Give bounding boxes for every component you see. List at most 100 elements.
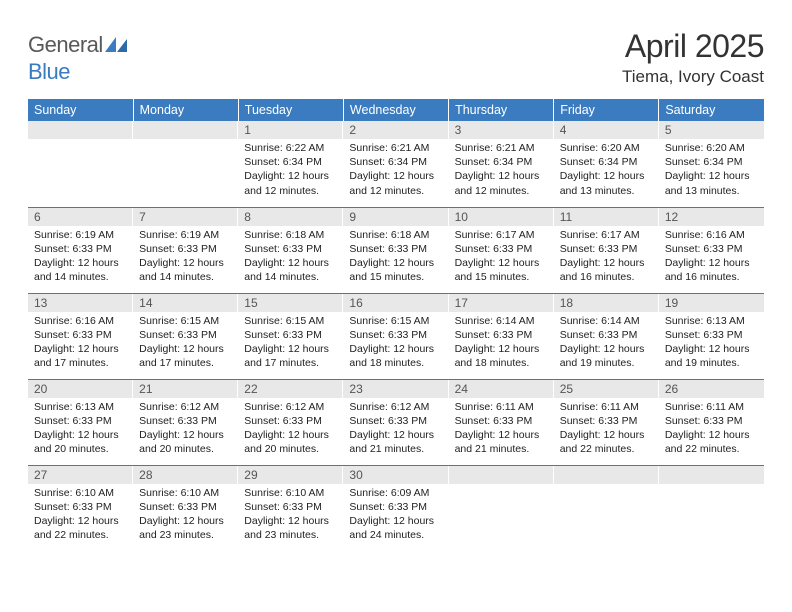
daylight-text: Daylight: 12 hours and 12 minutes.	[455, 169, 548, 197]
calendar-header-row: SundayMondayTuesdayWednesdayThursdayFrid…	[28, 99, 764, 121]
sunrise-text: Sunrise: 6:11 AM	[665, 400, 758, 414]
day-number: 5	[659, 121, 764, 139]
daylight-text: Daylight: 12 hours and 16 minutes.	[665, 256, 758, 284]
sunset-text: Sunset: 6:34 PM	[560, 155, 653, 169]
day-number: 3	[449, 121, 554, 139]
weekday-header: Thursday	[449, 99, 554, 121]
calendar-day-cell: 13Sunrise: 6:16 AMSunset: 6:33 PMDayligh…	[28, 293, 133, 379]
day-number: 24	[449, 380, 554, 398]
day-details: Sunrise: 6:14 AMSunset: 6:33 PMDaylight:…	[449, 312, 554, 375]
day-number: .	[554, 466, 659, 484]
day-number: 19	[659, 294, 764, 312]
calendar-week-row: 27Sunrise: 6:10 AMSunset: 6:33 PMDayligh…	[28, 465, 764, 551]
day-number: 28	[133, 466, 238, 484]
sunrise-text: Sunrise: 6:12 AM	[139, 400, 232, 414]
sunrise-text: Sunrise: 6:20 AM	[665, 141, 758, 155]
daylight-text: Daylight: 12 hours and 21 minutes.	[455, 428, 548, 456]
sunrise-text: Sunrise: 6:09 AM	[349, 486, 442, 500]
day-details: Sunrise: 6:15 AMSunset: 6:33 PMDaylight:…	[133, 312, 238, 375]
sunset-text: Sunset: 6:33 PM	[455, 414, 548, 428]
day-details: Sunrise: 6:20 AMSunset: 6:34 PMDaylight:…	[659, 139, 764, 202]
sunset-text: Sunset: 6:33 PM	[560, 328, 653, 342]
calendar-day-cell: 2Sunrise: 6:21 AMSunset: 6:34 PMDaylight…	[343, 121, 448, 207]
calendar-day-cell: 1Sunrise: 6:22 AMSunset: 6:34 PMDaylight…	[238, 121, 343, 207]
sunset-text: Sunset: 6:33 PM	[665, 328, 758, 342]
sunrise-text: Sunrise: 6:17 AM	[560, 228, 653, 242]
daylight-text: Daylight: 12 hours and 23 minutes.	[139, 514, 232, 542]
document-page: GeneralBlue April 2025 Tiema, Ivory Coas…	[0, 0, 792, 561]
sunrise-text: Sunrise: 6:11 AM	[560, 400, 653, 414]
daylight-text: Daylight: 12 hours and 12 minutes.	[244, 169, 337, 197]
brand-text: GeneralBlue	[28, 32, 127, 85]
day-number: 14	[133, 294, 238, 312]
sunset-text: Sunset: 6:33 PM	[665, 414, 758, 428]
sunset-text: Sunset: 6:34 PM	[455, 155, 548, 169]
sunrise-text: Sunrise: 6:13 AM	[665, 314, 758, 328]
day-details: Sunrise: 6:15 AMSunset: 6:33 PMDaylight:…	[343, 312, 448, 375]
sunset-text: Sunset: 6:33 PM	[349, 500, 442, 514]
weekday-header: Sunday	[28, 99, 133, 121]
day-details: Sunrise: 6:13 AMSunset: 6:33 PMDaylight:…	[659, 312, 764, 375]
daylight-text: Daylight: 12 hours and 24 minutes.	[349, 514, 442, 542]
daylight-text: Daylight: 12 hours and 20 minutes.	[139, 428, 232, 456]
sunrise-text: Sunrise: 6:16 AM	[665, 228, 758, 242]
sunset-text: Sunset: 6:33 PM	[139, 414, 232, 428]
sunrise-text: Sunrise: 6:10 AM	[139, 486, 232, 500]
calendar-day-cell: 29Sunrise: 6:10 AMSunset: 6:33 PMDayligh…	[238, 465, 343, 551]
daylight-text: Daylight: 12 hours and 17 minutes.	[244, 342, 337, 370]
sunset-text: Sunset: 6:33 PM	[349, 242, 442, 256]
day-number: 10	[449, 208, 554, 226]
day-number: .	[659, 466, 764, 484]
day-number: 12	[659, 208, 764, 226]
calendar-day-cell: 21Sunrise: 6:12 AMSunset: 6:33 PMDayligh…	[133, 379, 238, 465]
sunset-text: Sunset: 6:33 PM	[349, 328, 442, 342]
daylight-text: Daylight: 12 hours and 13 minutes.	[560, 169, 653, 197]
sunset-text: Sunset: 6:33 PM	[244, 242, 337, 256]
day-details: Sunrise: 6:17 AMSunset: 6:33 PMDaylight:…	[449, 226, 554, 289]
day-number: 9	[343, 208, 448, 226]
sunrise-text: Sunrise: 6:21 AM	[455, 141, 548, 155]
sunrise-text: Sunrise: 6:10 AM	[34, 486, 127, 500]
day-details: Sunrise: 6:19 AMSunset: 6:33 PMDaylight:…	[28, 226, 133, 289]
day-number: 4	[554, 121, 659, 139]
calendar-day-cell: 17Sunrise: 6:14 AMSunset: 6:33 PMDayligh…	[449, 293, 554, 379]
day-details: Sunrise: 6:22 AMSunset: 6:34 PMDaylight:…	[238, 139, 343, 202]
day-number: 18	[554, 294, 659, 312]
sunset-text: Sunset: 6:33 PM	[244, 328, 337, 342]
calendar-day-cell: 12Sunrise: 6:16 AMSunset: 6:33 PMDayligh…	[659, 207, 764, 293]
day-details: Sunrise: 6:16 AMSunset: 6:33 PMDaylight:…	[659, 226, 764, 289]
day-number: 22	[238, 380, 343, 398]
daylight-text: Daylight: 12 hours and 15 minutes.	[349, 256, 442, 284]
day-number: 25	[554, 380, 659, 398]
sunset-text: Sunset: 6:33 PM	[139, 500, 232, 514]
calendar-day-cell: .	[28, 121, 133, 207]
sunrise-text: Sunrise: 6:10 AM	[244, 486, 337, 500]
calendar-day-cell: .	[554, 465, 659, 551]
sunrise-text: Sunrise: 6:14 AM	[560, 314, 653, 328]
day-number: 16	[343, 294, 448, 312]
daylight-text: Daylight: 12 hours and 21 minutes.	[349, 428, 442, 456]
title-block: April 2025 Tiema, Ivory Coast	[622, 28, 764, 87]
day-details: Sunrise: 6:14 AMSunset: 6:33 PMDaylight:…	[554, 312, 659, 375]
sunrise-text: Sunrise: 6:18 AM	[349, 228, 442, 242]
day-details: Sunrise: 6:11 AMSunset: 6:33 PMDaylight:…	[659, 398, 764, 461]
sunset-text: Sunset: 6:33 PM	[455, 242, 548, 256]
sunrise-text: Sunrise: 6:21 AM	[349, 141, 442, 155]
brand-part1: General	[28, 32, 103, 57]
day-number: .	[133, 121, 238, 139]
day-details: Sunrise: 6:18 AMSunset: 6:33 PMDaylight:…	[238, 226, 343, 289]
sunset-text: Sunset: 6:33 PM	[34, 242, 127, 256]
daylight-text: Daylight: 12 hours and 14 minutes.	[34, 256, 127, 284]
day-details: Sunrise: 6:12 AMSunset: 6:33 PMDaylight:…	[133, 398, 238, 461]
month-title: April 2025	[622, 28, 764, 65]
sunrise-text: Sunrise: 6:22 AM	[244, 141, 337, 155]
sunset-text: Sunset: 6:33 PM	[244, 500, 337, 514]
sunrise-text: Sunrise: 6:12 AM	[349, 400, 442, 414]
sunrise-text: Sunrise: 6:18 AM	[244, 228, 337, 242]
daylight-text: Daylight: 12 hours and 20 minutes.	[244, 428, 337, 456]
location-label: Tiema, Ivory Coast	[622, 67, 764, 87]
calendar-day-cell: 27Sunrise: 6:10 AMSunset: 6:33 PMDayligh…	[28, 465, 133, 551]
day-details: Sunrise: 6:10 AMSunset: 6:33 PMDaylight:…	[238, 484, 343, 547]
daylight-text: Daylight: 12 hours and 15 minutes.	[455, 256, 548, 284]
weekday-header: Friday	[554, 99, 659, 121]
